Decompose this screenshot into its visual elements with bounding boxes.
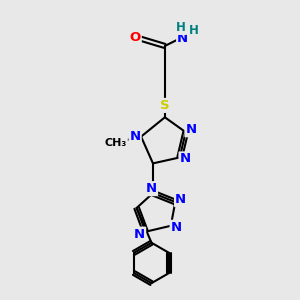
- Text: H: H: [189, 24, 199, 37]
- Text: S: S: [160, 99, 170, 112]
- Text: N: N: [185, 123, 197, 136]
- Text: N: N: [146, 182, 157, 195]
- Text: N: N: [175, 193, 186, 206]
- Text: N: N: [179, 152, 191, 165]
- Text: O: O: [130, 31, 141, 44]
- Text: H: H: [176, 21, 186, 34]
- Text: N: N: [134, 228, 145, 241]
- Text: N: N: [171, 221, 182, 234]
- Text: N: N: [130, 130, 141, 143]
- Text: CH₃: CH₃: [105, 138, 127, 148]
- Text: N: N: [177, 32, 188, 45]
